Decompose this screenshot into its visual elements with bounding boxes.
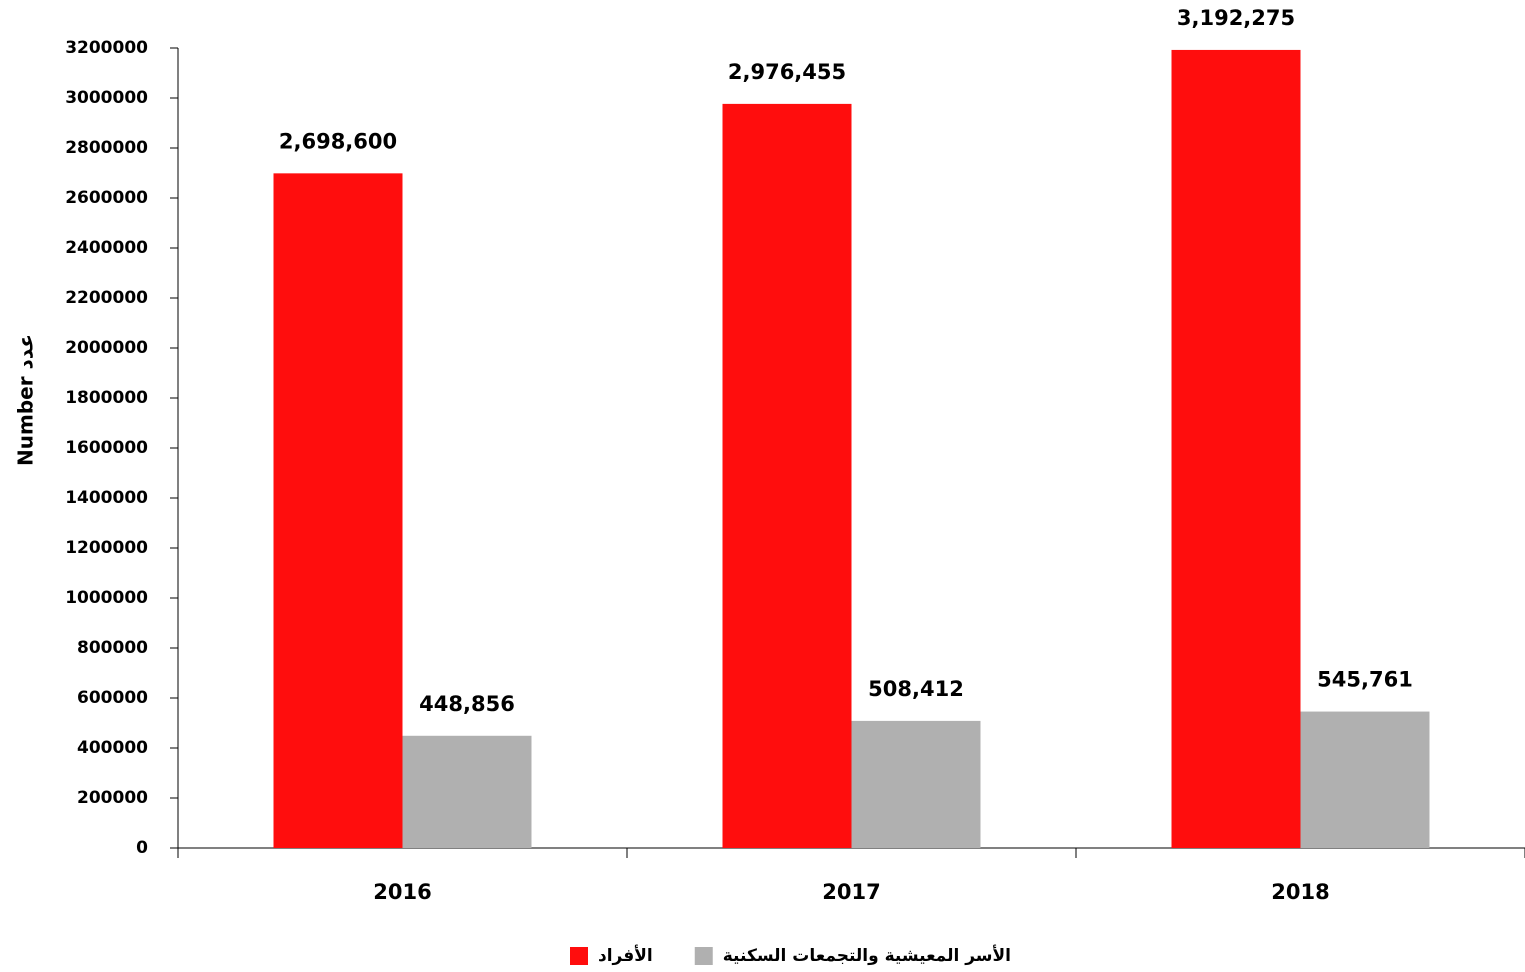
- legend-swatch: [694, 947, 713, 965]
- value-label: 3,192,275: [1177, 6, 1295, 30]
- legend-swatch: [570, 947, 588, 965]
- bar: [851, 720, 981, 848]
- value-label: 2,976,455: [728, 60, 846, 84]
- y-tick-label: 2000000: [65, 338, 148, 358]
- bar: [273, 173, 403, 849]
- y-tick-label: 1000000: [65, 588, 148, 608]
- value-label: 448,856: [419, 692, 515, 716]
- y-tick-label: 400000: [77, 738, 148, 758]
- value-label: 508,412: [868, 677, 964, 701]
- y-tick-label: 3200000: [65, 38, 148, 58]
- bar: [722, 103, 852, 849]
- y-tick-label: 2200000: [65, 288, 148, 308]
- y-tick-label: 200000: [77, 788, 148, 808]
- y-tick-label: 3000000: [65, 88, 148, 108]
- y-tick-label: 1400000: [65, 488, 148, 508]
- y-tick-label: 800000: [77, 638, 148, 658]
- y-tick-label: 2800000: [65, 138, 148, 158]
- bar: [402, 735, 532, 848]
- value-label: 545,761: [1317, 668, 1413, 692]
- x-tick-label: 2017: [822, 880, 880, 904]
- legend-label: الأفراد: [598, 945, 653, 966]
- y-tick-label: 600000: [77, 688, 148, 708]
- y-tick-label: 0: [136, 838, 148, 858]
- y-axis-title: Number عدد: [14, 334, 38, 466]
- value-label: 2,698,600: [279, 129, 397, 153]
- y-tick-label: 1600000: [65, 438, 148, 458]
- bar: [1300, 711, 1430, 848]
- y-tick-label: 2600000: [65, 188, 148, 208]
- x-tick-label: 2018: [1271, 880, 1329, 904]
- y-tick-label: 1200000: [65, 538, 148, 558]
- legend-label: الأسر المعيشية والتجمعات السكنية: [723, 945, 1011, 966]
- y-tick-label: 1800000: [65, 388, 148, 408]
- x-tick-label: 2016: [373, 880, 431, 904]
- y-tick-label: 2400000: [65, 238, 148, 258]
- bar: [1171, 49, 1301, 848]
